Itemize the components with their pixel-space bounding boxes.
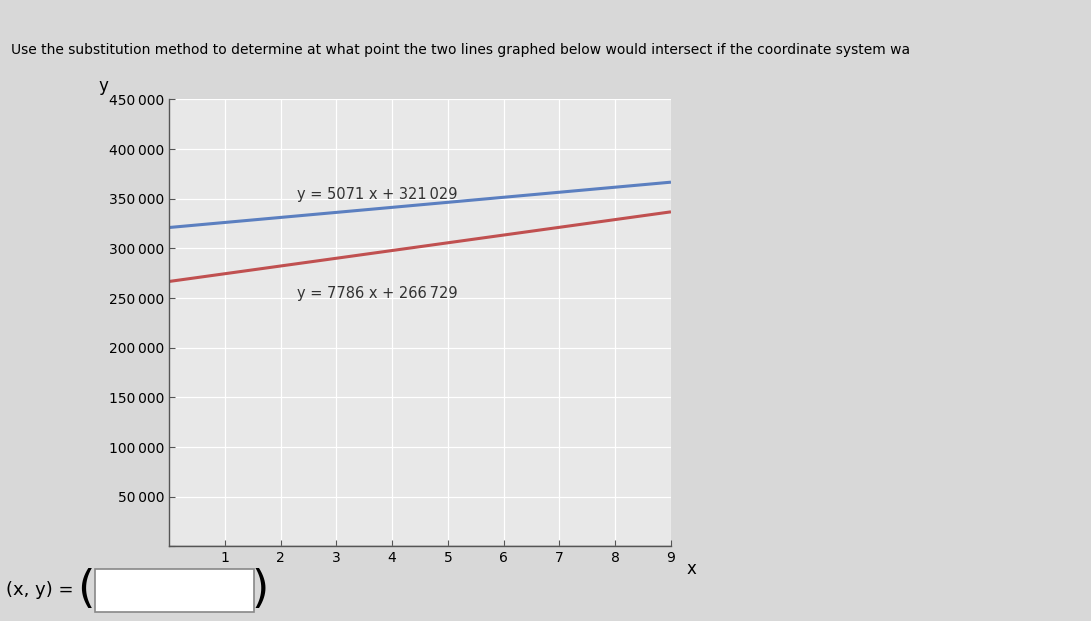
Text: y = 5071 x + 321 029: y = 5071 x + 321 029: [298, 187, 458, 202]
Text: y: y: [99, 77, 109, 95]
Text: y = 7786 x + 266 729: y = 7786 x + 266 729: [298, 286, 458, 301]
FancyBboxPatch shape: [95, 569, 253, 612]
Text: ): ): [251, 568, 268, 612]
Text: x: x: [686, 560, 696, 578]
Text: (: (: [76, 568, 94, 612]
Text: Use the substitution method to determine at what point the two lines graphed bel: Use the substitution method to determine…: [11, 43, 910, 57]
Text: (x, y) =: (x, y) =: [7, 581, 73, 599]
